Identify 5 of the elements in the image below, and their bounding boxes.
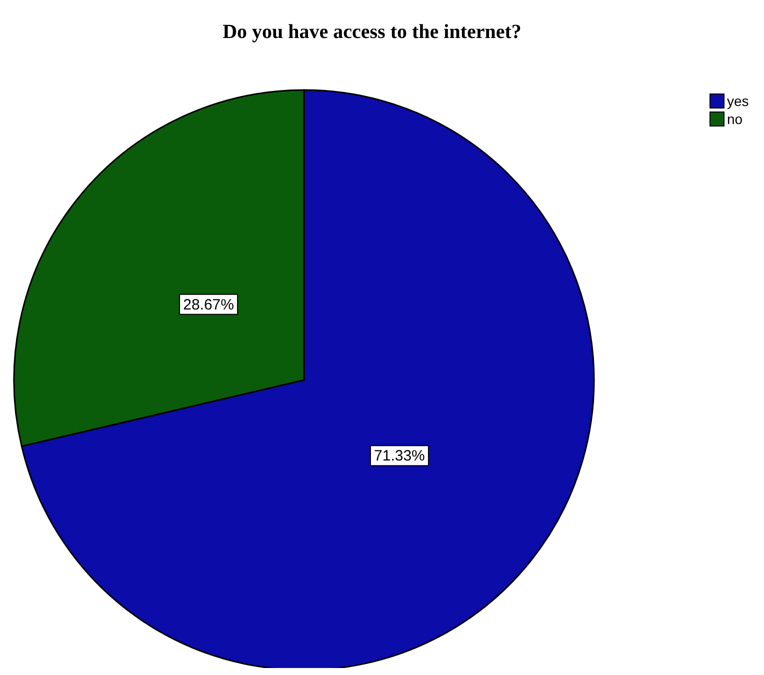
data-label: 71.33% — [374, 448, 425, 465]
chart-title: Do you have access to the internet? — [222, 21, 522, 43]
data-label: 28.67% — [183, 296, 234, 314]
legend-label: no — [727, 111, 743, 127]
legend-label: yes — [727, 93, 749, 109]
